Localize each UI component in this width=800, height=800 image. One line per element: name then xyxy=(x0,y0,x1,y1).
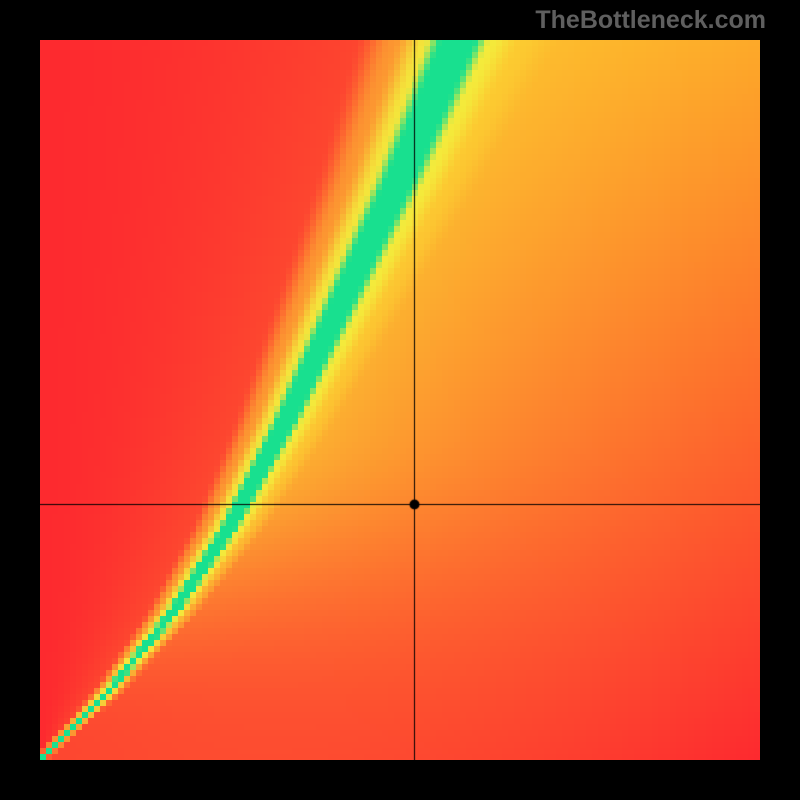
chart-container: TheBottleneck.com xyxy=(0,0,800,800)
watermark-text: TheBottleneck.com xyxy=(535,6,766,35)
crosshair-overlay xyxy=(40,40,760,760)
